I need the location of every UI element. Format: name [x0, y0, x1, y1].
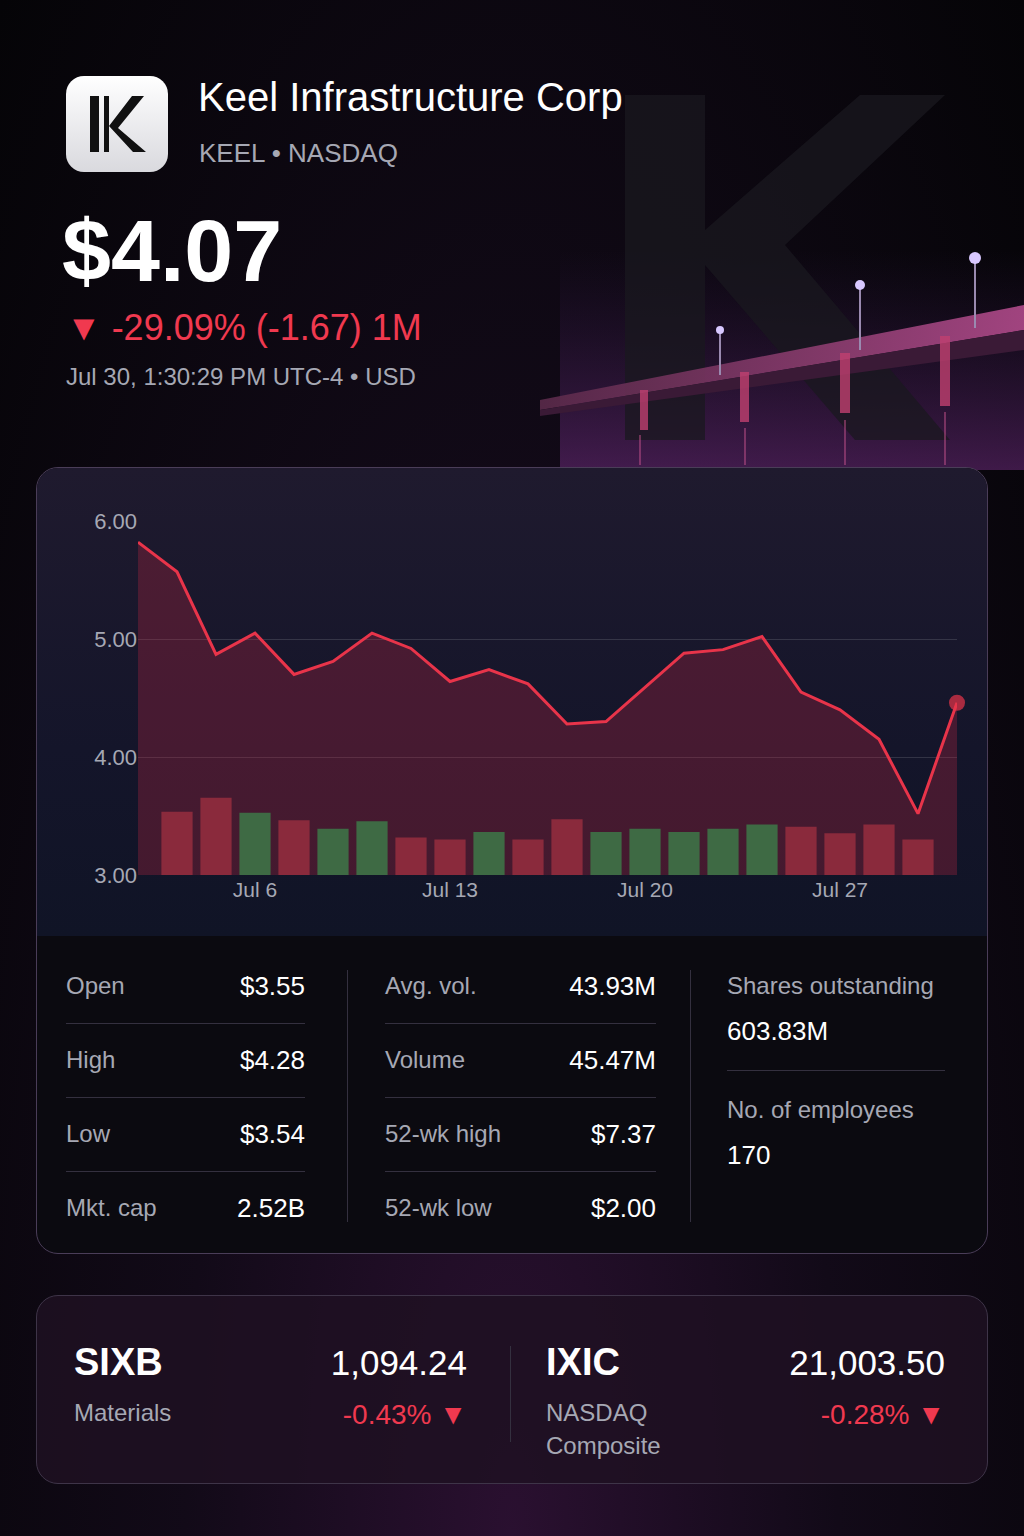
svg-text:6.00: 6.00	[94, 509, 137, 534]
html-text:$4.07: $4.07	[62, 201, 283, 300]
html-text:-0.43% ▼: -0.43% ▼	[342, 1399, 467, 1430]
svg-text:4.00: 4.00	[94, 745, 137, 770]
html-text:1,094.24: 1,094.24	[330, 1343, 467, 1382]
html-text:2.52B: 2.52B	[237, 1192, 305, 1223]
svg-text:Jul 13: Jul 13	[422, 878, 478, 901]
html-text:Mkt. cap: Mkt. cap	[66, 1194, 157, 1221]
html-text:43.93M: 43.93M	[569, 970, 656, 1001]
svg-text:5.00: 5.00	[94, 627, 137, 652]
svg-text:Jul 27: Jul 27	[812, 878, 868, 901]
html-text:$2.00: $2.00	[590, 1192, 656, 1223]
svg-text:3.00: 3.00	[94, 863, 137, 888]
html-text:Shares outstanding: Shares outstanding	[727, 972, 934, 999]
html-text:High: High	[66, 1046, 116, 1073]
html-text:Open: Open	[66, 972, 125, 999]
html-text:Jul 30, 1:30:29 PM UTC-4 • USD: Jul 30, 1:30:29 PM UTC-4 • USD	[66, 363, 416, 390]
html-text:$3.54: $3.54	[239, 1118, 305, 1149]
html-text:603.83M: 603.83M	[727, 1016, 829, 1046]
svg-text:Jul 6: Jul 6	[233, 878, 277, 901]
html-text:$4.28: $4.28	[239, 1044, 305, 1075]
html-text:▼ -29.09% (-1.67) 1M: ▼ -29.09% (-1.67) 1M	[66, 307, 422, 348]
html-text:Volume: Volume	[385, 1046, 466, 1073]
html-text:Low: Low	[66, 1120, 110, 1147]
html-text:45.47M: 45.47M	[569, 1044, 656, 1075]
html-text:NASDAQ Composite: NASDAQ Composite	[546, 1399, 661, 1459]
html-text:Keel Infrastructure Corp: Keel Infrastructure Corp	[198, 75, 623, 119]
html-text:No. of employees: No. of employees	[727, 1096, 914, 1123]
html-text:Avg. vol.: Avg. vol.	[385, 972, 477, 999]
html-text:21,003.50: 21,003.50	[789, 1343, 945, 1382]
html-text:$7.37: $7.37	[590, 1118, 656, 1149]
html-text:-0.28% ▼: -0.28% ▼	[820, 1399, 945, 1430]
html-text:Materials: Materials	[74, 1399, 172, 1426]
html-text:KEEL • NASDAQ: KEEL • NASDAQ	[199, 138, 398, 168]
html-text:IXIC: IXIC	[546, 1341, 620, 1383]
html-text:SIXB: SIXB	[74, 1341, 163, 1383]
html-text:52-wk high: 52-wk high	[385, 1120, 502, 1147]
html-text:170: 170	[727, 1140, 771, 1170]
svg-text:Jul 20: Jul 20	[617, 878, 673, 901]
html-text:52-wk low: 52-wk low	[385, 1194, 492, 1221]
html-text:$3.55: $3.55	[239, 970, 305, 1001]
